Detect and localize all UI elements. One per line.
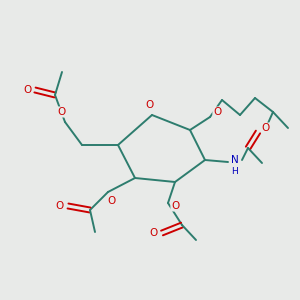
Text: O: O [262,123,270,133]
Text: O: O [213,107,221,117]
Text: O: O [145,100,153,110]
Text: N: N [231,155,239,165]
Text: O: O [107,196,115,206]
Text: O: O [150,228,158,238]
Text: O: O [56,201,64,211]
Text: O: O [171,201,179,211]
Text: O: O [58,107,66,117]
Text: H: H [232,167,238,176]
Text: O: O [23,85,31,95]
